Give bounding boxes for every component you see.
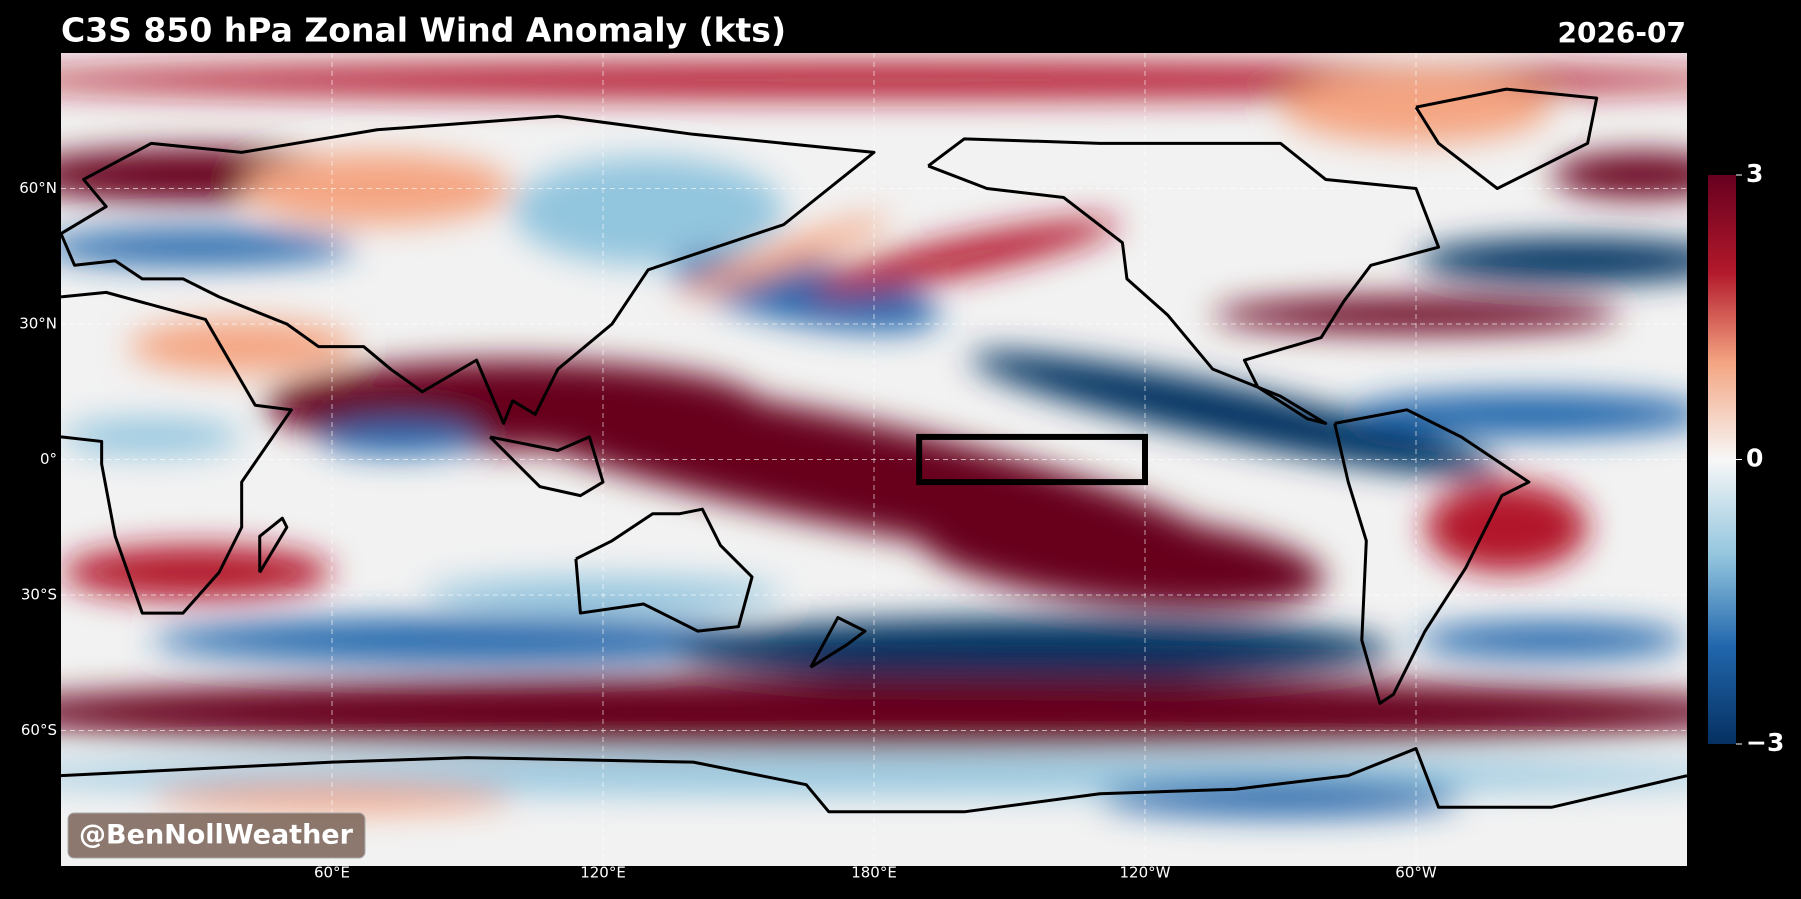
title: C3S 850 hPa Zonal Wind Anomaly (kts) bbox=[61, 11, 786, 50]
nino34-box bbox=[916, 433, 1149, 486]
anomaly-region bbox=[1425, 482, 1588, 573]
anomaly-region bbox=[970, 352, 1501, 477]
anomaly-region bbox=[61, 545, 332, 600]
colorbar bbox=[1708, 175, 1736, 744]
coastline bbox=[61, 114, 876, 425]
anomaly-region bbox=[1551, 152, 1687, 198]
anomaly-region bbox=[677, 215, 890, 297]
anomaly-region bbox=[151, 784, 513, 812]
anomaly-region bbox=[1416, 238, 1687, 284]
lat-label: 60°N bbox=[19, 179, 57, 197]
lat-label: 30°N bbox=[19, 315, 57, 333]
anomaly-region bbox=[809, 218, 1120, 294]
coastline bbox=[61, 747, 1687, 814]
anomaly-region bbox=[512, 156, 784, 266]
coastline bbox=[809, 616, 867, 669]
lon-label: 120°W bbox=[1120, 864, 1171, 882]
coastline bbox=[574, 507, 754, 633]
coastline bbox=[61, 290, 293, 615]
lat-label: 0° bbox=[40, 450, 57, 468]
lon-label: 120°E bbox=[580, 864, 626, 882]
map-area bbox=[61, 53, 1687, 866]
coastline bbox=[258, 516, 289, 574]
coastline bbox=[1414, 87, 1599, 190]
anomaly-region bbox=[1348, 391, 1687, 437]
anomaly-region bbox=[318, 418, 482, 455]
lat-label: 60°S bbox=[21, 721, 57, 739]
anomaly-region bbox=[920, 509, 1325, 609]
watermark-box bbox=[67, 812, 366, 859]
anomaly-region bbox=[61, 676, 1687, 749]
colorbar-tick-label: −3 bbox=[1746, 728, 1784, 757]
lon-label: 60°W bbox=[1395, 864, 1437, 882]
coastline bbox=[1333, 408, 1531, 705]
coastlines bbox=[61, 87, 1687, 814]
anomaly-region bbox=[151, 617, 784, 663]
coastline bbox=[927, 137, 1441, 425]
anomaly-region bbox=[61, 229, 355, 266]
lon-label: 60°E bbox=[314, 864, 350, 882]
anomaly-region bbox=[670, 617, 1394, 681]
date: 2026-07 bbox=[1557, 16, 1686, 49]
lat-label: 30°S bbox=[21, 586, 57, 604]
anomaly-region bbox=[61, 418, 242, 455]
watermark: @BenNollWeather bbox=[79, 820, 354, 851]
colorbar-tick-label: 0 bbox=[1746, 444, 1763, 473]
coastline bbox=[489, 435, 605, 498]
anomaly-region bbox=[1416, 622, 1687, 659]
labels: 60°N 30°N 0° 30°S 60°S 60°E 120°E 180°E 120°W 60°… bbox=[19, 159, 1784, 882]
colorbar-tick-label: 3 bbox=[1746, 159, 1763, 188]
anomaly-region bbox=[1099, 780, 1462, 817]
lon-label: 180°E bbox=[851, 864, 897, 882]
